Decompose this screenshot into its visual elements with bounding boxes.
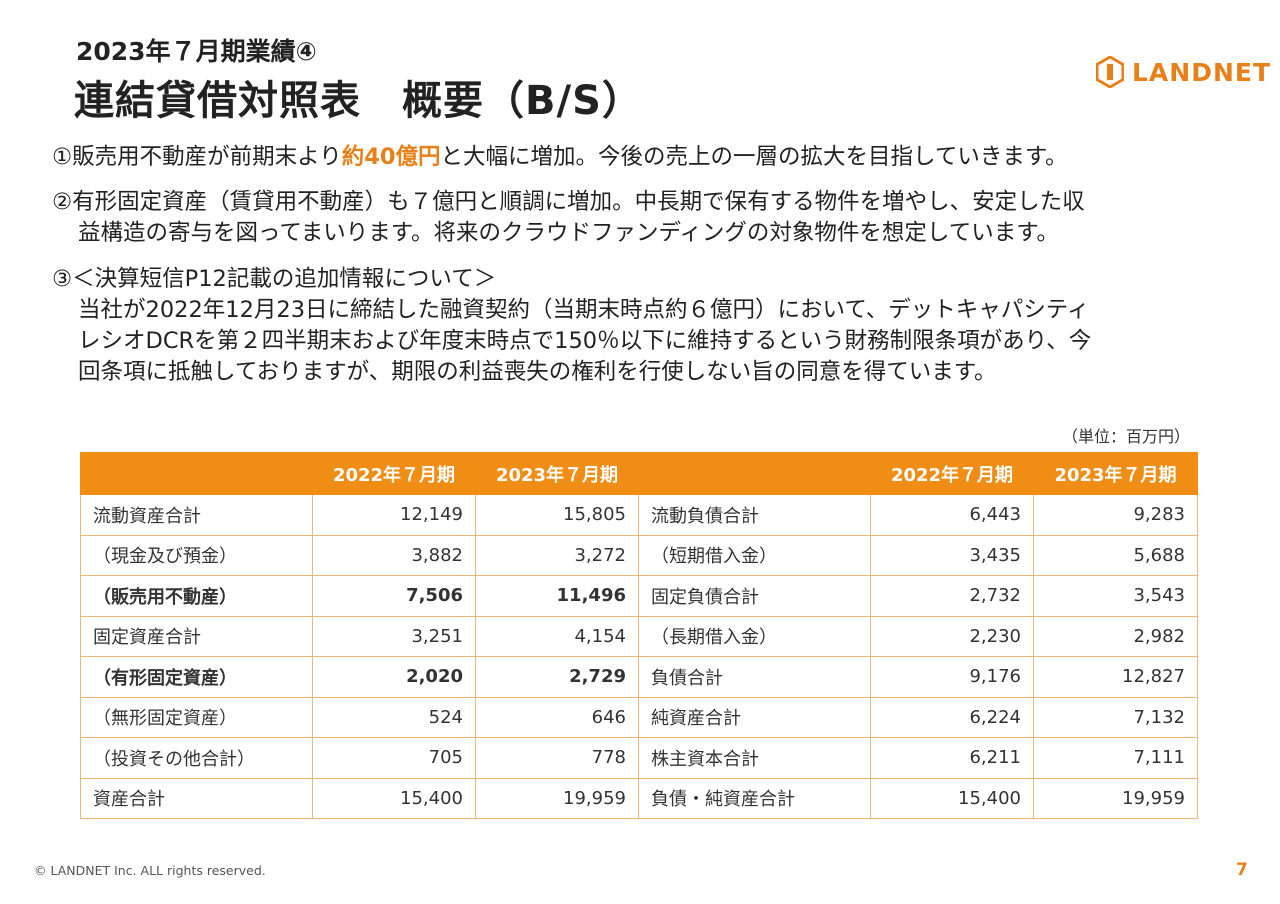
asset-2022: 2,020 xyxy=(312,656,476,698)
header-assets-2022: 2022年７月期 xyxy=(312,452,476,495)
asset-2023: 646 xyxy=(475,696,639,738)
liability-label: 負債合計 xyxy=(638,656,871,698)
header-liabilities-2022: 2022年７月期 xyxy=(870,452,1034,495)
table-row: 流動資産合計 12,149 15,805 流動負債合計 6,443 9,283 xyxy=(80,494,1198,536)
liability-2022: 2,230 xyxy=(870,615,1034,657)
liability-2022: 6,211 xyxy=(870,737,1034,779)
asset-2023: 778 xyxy=(475,737,639,779)
note-1: ①販売用不動産が前期末より約40億円と大幅に増加。今後の売上の一層の拡大を目指し… xyxy=(52,142,1068,173)
liability-2023: 2,982 xyxy=(1033,615,1198,657)
asset-2022: 15,400 xyxy=(312,777,476,819)
note-2-line-2: 益構造の寄与を図ってまいります。将来のクラウドファンディングの対象物件を想定して… xyxy=(78,220,1060,246)
liability-label: （短期借入金） xyxy=(638,534,871,576)
page-number: 7 xyxy=(1236,860,1248,880)
note-1-text-end: と大幅に増加。今後の売上の一層の拡大を目指していきます。 xyxy=(440,144,1068,170)
liability-2023: 3,543 xyxy=(1033,575,1198,617)
note-3-line-3: レシオDCRを第２四半期末および年度末時点で150％以下に維持するという財務制限… xyxy=(78,328,1092,354)
note-3-line-4: 回条項に抵触しておりますが、期限の利益喪失の権利を行使しない旨の同意を得ています… xyxy=(78,359,997,385)
liability-2023: 7,132 xyxy=(1033,696,1198,738)
asset-2023: 19,959 xyxy=(475,777,639,819)
asset-2022: 3,251 xyxy=(312,615,476,657)
landnet-logo-icon xyxy=(1096,56,1124,88)
asset-2022: 705 xyxy=(312,737,476,779)
liability-label: 固定負債合計 xyxy=(638,575,871,617)
note-2: ②有形固定資産（賃貸用不動産）も７億円と順調に増加。中長期で保有する物件を増やし… xyxy=(52,187,1085,249)
header-liabilities-label xyxy=(638,452,871,495)
liability-label: 負債・純資産合計 xyxy=(638,777,871,819)
table-row: （販売用不動産） 7,506 11,496 固定負債合計 2,732 3,543 xyxy=(80,575,1198,617)
slide-subtitle: 2023年７月期業績④ xyxy=(76,37,317,66)
table-row: （無形固定資産） 524 646 純資産合計 6,224 7,132 xyxy=(80,696,1198,738)
header-assets-2023: 2023年７月期 xyxy=(475,452,639,495)
company-logo: LANDNET xyxy=(1096,56,1271,88)
asset-label: 固定資産合計 xyxy=(80,615,313,657)
liability-2023: 12,827 xyxy=(1033,656,1198,698)
asset-2023: 3,272 xyxy=(475,534,639,576)
liability-label: 株主資本合計 xyxy=(638,737,871,779)
asset-2022: 7,506 xyxy=(312,575,476,617)
header-liabilities-2023: 2023年７月期 xyxy=(1033,452,1198,495)
table-row: （投資その他合計） 705 778 株主資本合計 6,211 7,111 xyxy=(80,737,1198,779)
asset-label: （無形固定資産） xyxy=(80,696,313,738)
asset-2022: 3,882 xyxy=(312,534,476,576)
asset-2023: 15,805 xyxy=(475,494,639,536)
note-3: ③＜決算短信P12記載の追加情報について＞ 当社が2022年12月23日に締結し… xyxy=(52,264,1091,388)
liability-2022: 3,435 xyxy=(870,534,1034,576)
copyright-notice: © LANDNET Inc. ALL rights reserved. xyxy=(34,863,266,878)
asset-label: （投資その他合計） xyxy=(80,737,313,779)
asset-2022: 12,149 xyxy=(312,494,476,536)
liability-2022: 15,400 xyxy=(870,777,1034,819)
table-row: （現金及び預金） 3,882 3,272 （短期借入金） 3,435 5,688 xyxy=(80,534,1198,576)
note-1-text: ①販売用不動産が前期末より xyxy=(52,144,342,170)
liability-2023: 7,111 xyxy=(1033,737,1198,779)
liability-2023: 5,688 xyxy=(1033,534,1198,576)
balance-sheet-table: 2022年７月期 2023年７月期 2022年７月期 2023年７月期 流動資産… xyxy=(80,452,1198,819)
note-1-highlight: 約40億円 xyxy=(341,144,441,170)
note-3-heading: ③＜決算短信P12記載の追加情報について＞ xyxy=(52,266,497,292)
note-2-line-1: ②有形固定資産（賃貸用不動産）も７億円と順調に増加。中長期で保有する物件を増やし… xyxy=(52,189,1085,215)
asset-2022: 524 xyxy=(312,696,476,738)
liability-2023: 19,959 xyxy=(1033,777,1198,819)
asset-label: （販売用不動産） xyxy=(80,575,313,617)
liability-2022: 6,224 xyxy=(870,696,1034,738)
table-header-row: 2022年７月期 2023年７月期 2022年７月期 2023年７月期 xyxy=(80,452,1198,495)
liability-label: 純資産合計 xyxy=(638,696,871,738)
slide-title: 連結貸借対照表 概要（B/S） xyxy=(74,78,643,124)
asset-2023: 4,154 xyxy=(475,615,639,657)
asset-2023: 11,496 xyxy=(475,575,639,617)
unit-label: （単位：百万円） xyxy=(1062,427,1191,446)
liability-2022: 6,443 xyxy=(870,494,1034,536)
liability-2023: 9,283 xyxy=(1033,494,1198,536)
asset-label: 資産合計 xyxy=(80,777,313,819)
liability-2022: 2,732 xyxy=(870,575,1034,617)
asset-label: 流動資産合計 xyxy=(80,494,313,536)
logo-text: LANDNET xyxy=(1132,57,1272,87)
table-row: 資産合計 15,400 19,959 負債・純資産合計 15,400 19,95… xyxy=(80,777,1198,819)
header-assets-label xyxy=(80,452,313,495)
liability-2022: 9,176 xyxy=(870,656,1034,698)
liability-label: （長期借入金） xyxy=(638,615,871,657)
asset-label: （有形固定資産） xyxy=(80,656,313,698)
asset-2023: 2,729 xyxy=(475,656,639,698)
asset-label: （現金及び預金） xyxy=(80,534,313,576)
note-3-line-2: 当社が2022年12月23日に締結した融資契約（当期末時点約６億円）において、デ… xyxy=(78,297,1090,323)
table-row: 固定資産合計 3,251 4,154 （長期借入金） 2,230 2,982 xyxy=(80,615,1198,657)
liability-label: 流動負債合計 xyxy=(638,494,871,536)
table-row: （有形固定資産） 2,020 2,729 負債合計 9,176 12,827 xyxy=(80,656,1198,698)
